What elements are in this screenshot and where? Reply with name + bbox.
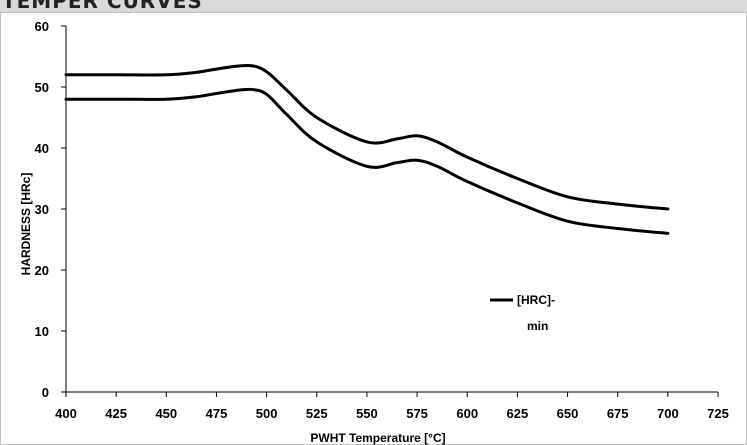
x-tick-label: 425 [105,406,127,421]
y-tick-label: 30 [35,202,49,217]
legend-label-line1: [HRC]- [517,293,555,307]
x-tick-label: 450 [155,406,177,421]
series-line-2 [64,87,670,235]
x-tick-label: 550 [356,406,378,421]
x-tick-label: 675 [607,406,629,421]
x-tick-label: 725 [707,406,729,421]
y-tick-label: 20 [35,263,49,278]
legend: [HRC]- min [490,293,555,333]
x-tick-label: 600 [456,406,478,421]
x-tick-label: 525 [306,406,328,421]
y-axis-title: HARDNESS [HRc] [19,173,33,276]
y-tick-label: 10 [35,324,49,339]
y-tick-label: 50 [35,80,49,95]
x-tick-label: 650 [557,406,579,421]
header-bar: TEMPER CURVES [0,0,747,12]
x-tick-label: 575 [406,406,428,421]
x-tick-label: 475 [206,406,228,421]
ticks-layer: 0 10 20 30 40 50 60 400 425 450 475 500 525 550 575 600… [35,19,729,421]
y-tick-label: 0 [42,385,49,400]
series-line-1 [64,63,670,211]
series-layer [64,63,670,235]
header-title: TEMPER CURVES [2,0,203,12]
y-tick-label: 60 [35,19,49,34]
x-tick-label: 625 [507,406,529,421]
x-axis-title: PWHT Temperature [°C] [310,431,445,445]
axes-layer [65,26,718,393]
x-tick-label: 400 [55,406,77,421]
y-tick-label: 40 [35,141,49,156]
x-tick-label: 700 [657,406,679,421]
x-tick-label: 500 [256,406,278,421]
legend-label-line2: min [527,319,548,333]
